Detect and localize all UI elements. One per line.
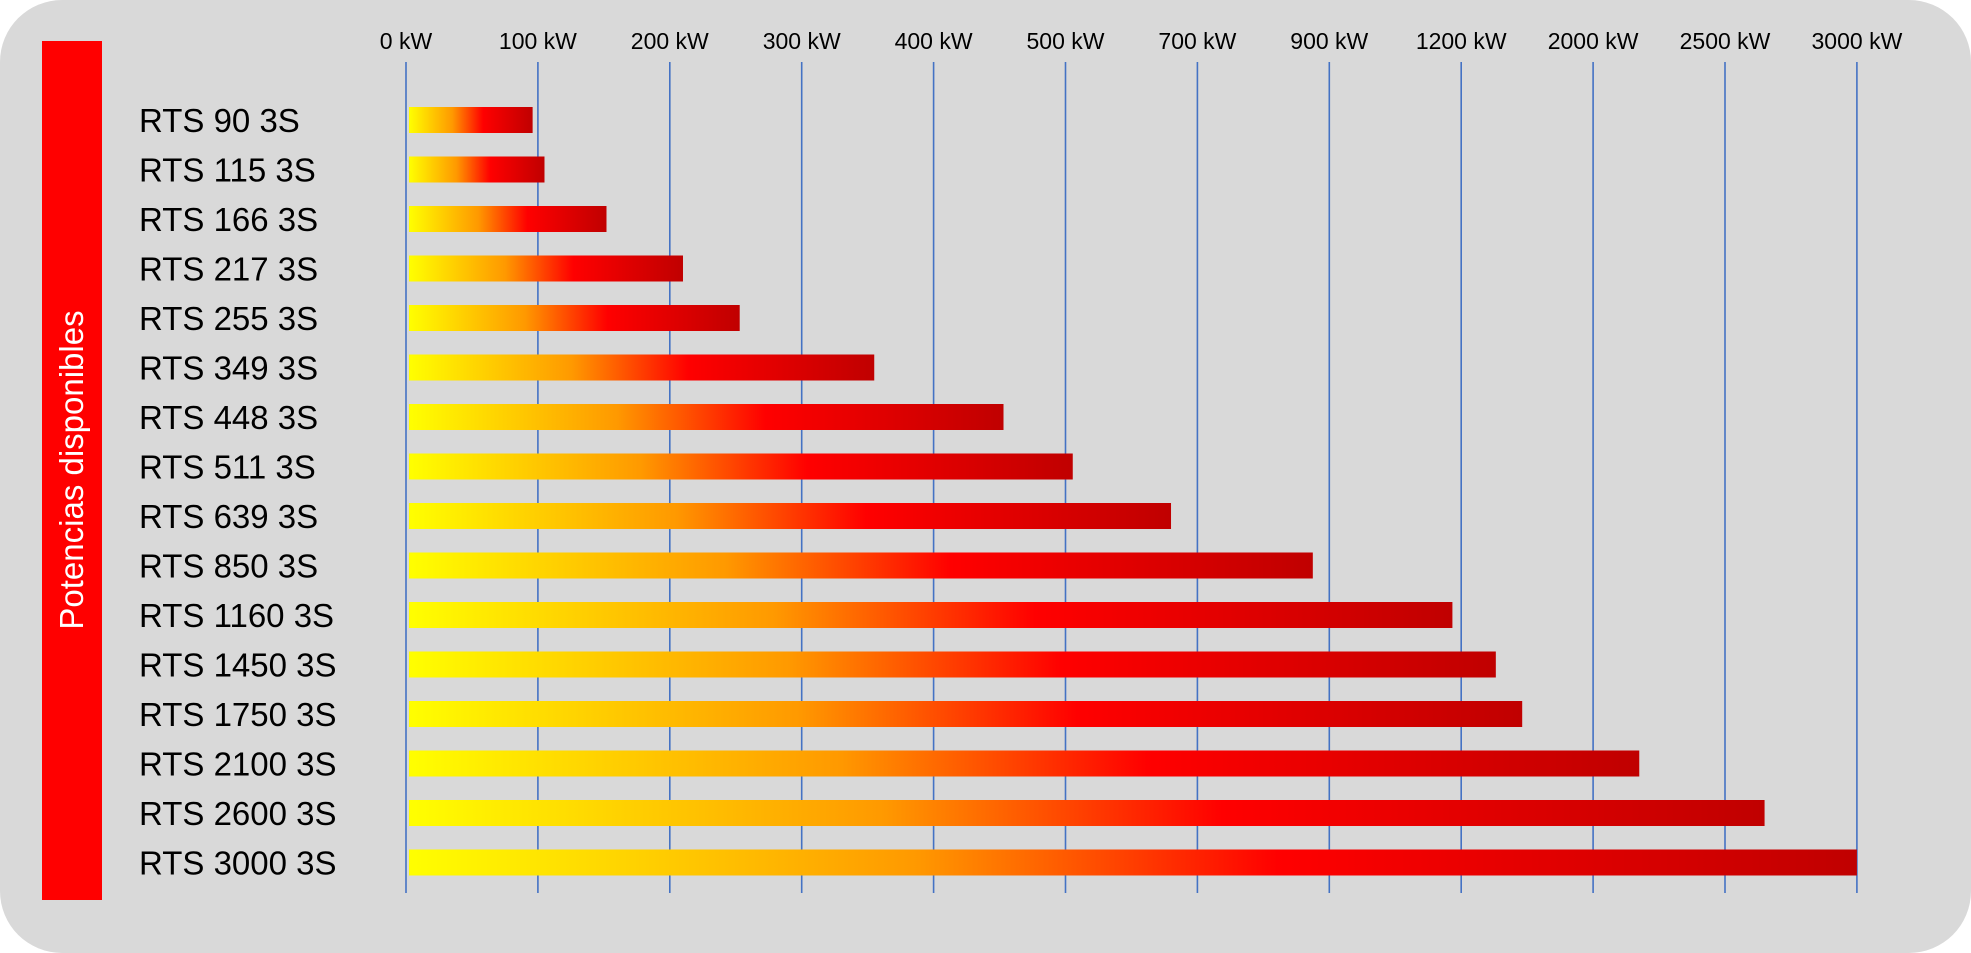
bar bbox=[409, 404, 1004, 430]
bar bbox=[409, 701, 1523, 727]
category-label: RTS 2600 3S bbox=[139, 795, 337, 832]
bar bbox=[409, 849, 1857, 876]
x-tick-label: 200 kW bbox=[631, 28, 709, 54]
bar bbox=[409, 503, 1172, 529]
category-label: RTS 448 3S bbox=[139, 399, 318, 436]
x-tick-label: 500 kW bbox=[1027, 28, 1105, 54]
bar bbox=[409, 651, 1496, 678]
category-label: RTS 255 3S bbox=[139, 300, 318, 337]
bar bbox=[409, 602, 1453, 628]
x-tick-label: 300 kW bbox=[763, 28, 841, 54]
y-axis-title-band bbox=[42, 41, 102, 900]
category-label: RTS 3000 3S bbox=[139, 845, 337, 882]
x-tick-label: 400 kW bbox=[895, 28, 973, 54]
x-tick-label: 2000 kW bbox=[1548, 28, 1639, 54]
bar bbox=[409, 156, 545, 183]
category-label: RTS 1450 3S bbox=[139, 647, 337, 684]
category-labels: RTS 90 3S RTS 115 3S RTS 166 3S RTS 217 3S R… bbox=[139, 102, 337, 882]
bar bbox=[409, 552, 1313, 579]
x-tick-label: 2500 kW bbox=[1680, 28, 1771, 54]
x-tick-label: 3000 kW bbox=[1812, 28, 1903, 54]
x-tick-label: 700 kW bbox=[1158, 28, 1236, 54]
bar bbox=[409, 453, 1073, 480]
bars bbox=[409, 107, 1857, 876]
bar bbox=[409, 206, 607, 232]
category-label: RTS 349 3S bbox=[139, 350, 318, 387]
category-label: RTS 639 3S bbox=[139, 498, 318, 535]
category-label: RTS 1160 3S bbox=[139, 597, 334, 634]
bar bbox=[409, 354, 875, 381]
bar bbox=[409, 800, 1765, 826]
category-label: RTS 511 3S bbox=[139, 449, 316, 486]
bar bbox=[409, 255, 683, 282]
category-label: RTS 217 3S bbox=[139, 251, 318, 288]
category-label: RTS 850 3S bbox=[139, 548, 318, 585]
category-label: RTS 115 3S bbox=[139, 152, 316, 189]
category-label: RTS 1750 3S bbox=[139, 696, 337, 733]
category-label: RTS 90 3S bbox=[139, 102, 300, 139]
x-tick-label: 0 kW bbox=[380, 28, 433, 54]
bar bbox=[409, 107, 533, 133]
x-tick-label: 900 kW bbox=[1290, 28, 1368, 54]
bar bbox=[409, 750, 1640, 777]
x-axis-tick-labels: 0 kW 100 kW 200 kW 300 kW 400 kW 500 kW 700 kW… bbox=[380, 28, 1903, 54]
x-tick-label: 100 kW bbox=[499, 28, 577, 54]
bar bbox=[409, 305, 740, 331]
category-label: RTS 2100 3S bbox=[139, 746, 337, 783]
x-tick-label: 1200 kW bbox=[1416, 28, 1507, 54]
category-label: RTS 166 3S bbox=[139, 201, 318, 238]
